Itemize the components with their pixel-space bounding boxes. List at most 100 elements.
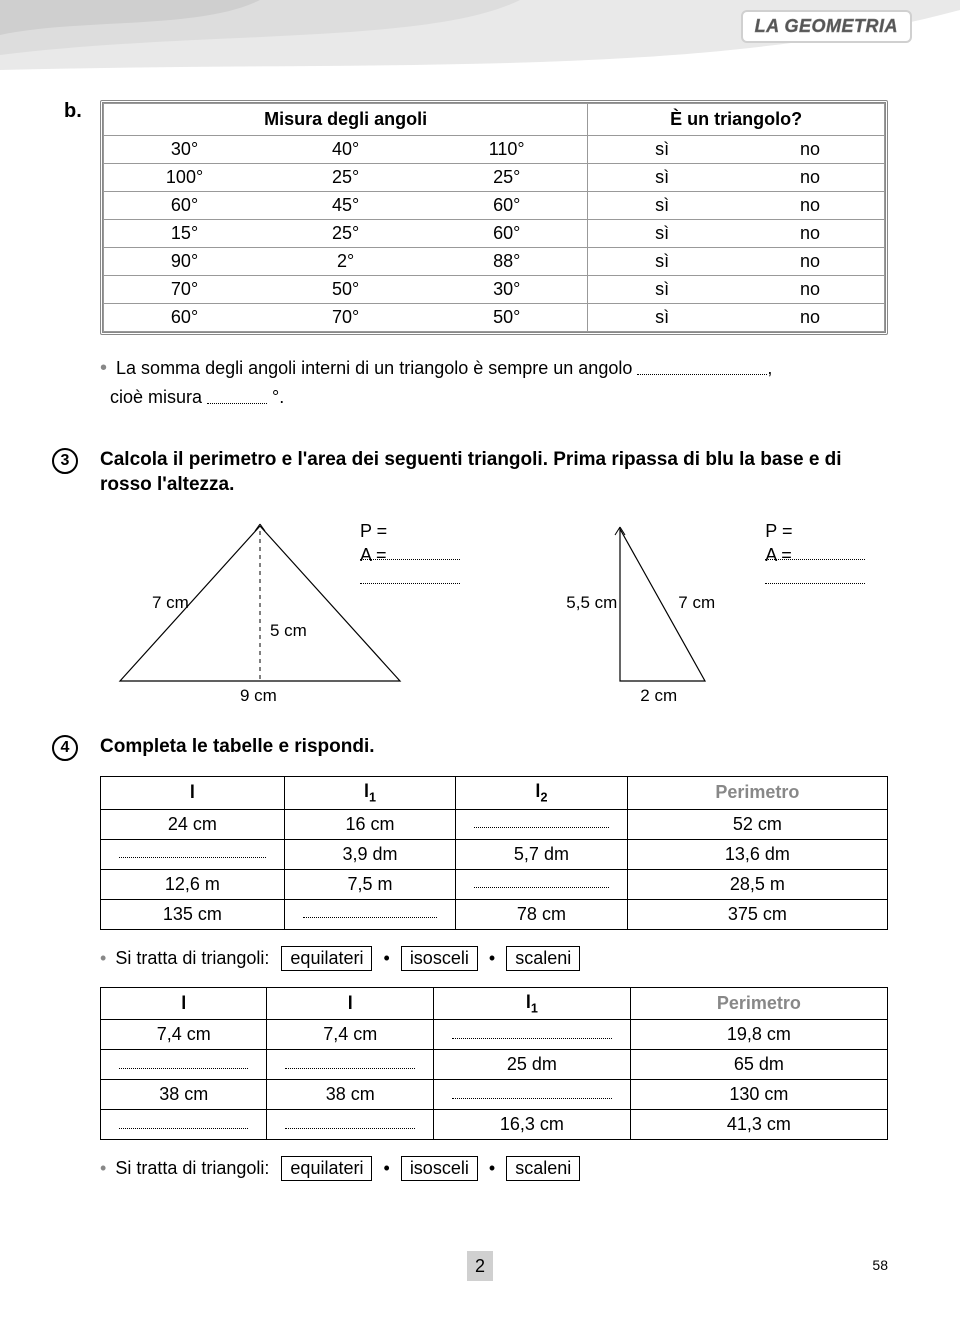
table-header: l1 <box>284 776 455 809</box>
b-sentence: • La somma degli angoli interni di un tr… <box>100 353 888 412</box>
table-cell[interactable] <box>267 1050 433 1080</box>
table-cell: 38 cm <box>101 1080 267 1110</box>
opt-isosceli-1[interactable]: isosceli <box>401 946 478 971</box>
option-si[interactable]: sì <box>588 223 736 244</box>
opt-scaleni-1[interactable]: scaleni <box>506 946 580 971</box>
blank-angle-type[interactable] <box>637 358 767 375</box>
angle-cell: 60° <box>426 223 587 244</box>
triangle-isoceles: 7 cm 5 cm 9 cm P = A = <box>100 521 420 701</box>
table-cell: 38 cm <box>267 1080 433 1110</box>
fig1-base: 9 cm <box>240 686 277 706</box>
table-cell[interactable] <box>456 869 627 899</box>
option-si[interactable]: sì <box>588 139 736 160</box>
table-header: l1 <box>433 987 630 1020</box>
page-number: 2 <box>467 1251 493 1281</box>
table-header: l <box>101 987 267 1020</box>
table-cell[interactable] <box>284 899 455 929</box>
option-no[interactable]: no <box>736 279 884 300</box>
opt-equilateri-1[interactable]: equilateri <box>281 946 372 971</box>
table-cell: 130 cm <box>630 1080 887 1110</box>
table-header: Perimetro <box>630 987 887 1020</box>
option-no[interactable]: no <box>736 139 884 160</box>
option-no[interactable]: no <box>736 223 884 244</box>
angle-cell: 25° <box>265 167 426 188</box>
table-cell: 25 dm <box>433 1050 630 1080</box>
tri-types-1: • Si tratta di triangoli: equilateri • i… <box>100 946 888 971</box>
fig2-hyp: 7 cm <box>678 593 715 613</box>
tri-types-2: • Si tratta di triangoli: equilateri • i… <box>100 1156 888 1181</box>
option-si[interactable]: sì <box>588 307 736 328</box>
table-cell: 135 cm <box>101 899 285 929</box>
angle-cell: 100° <box>104 167 265 188</box>
blank-a2[interactable] <box>765 567 865 584</box>
table-cell: 13,6 dm <box>627 839 887 869</box>
triangle-right: 5,5 cm 7 cm 2 cm P = A = <box>590 521 888 701</box>
table-cell[interactable] <box>101 1050 267 1080</box>
ex4-title: Completa le tabelle e rispondi. <box>100 735 888 760</box>
table-header: Perimetro <box>627 776 887 809</box>
th-measure: Misura degli angoli <box>104 104 588 136</box>
table-header: l <box>101 776 285 809</box>
option-no[interactable]: no <box>736 167 884 188</box>
topic-tab: LA GEOMETRIA <box>741 10 912 43</box>
table-cell[interactable] <box>101 839 285 869</box>
option-no[interactable]: no <box>736 195 884 216</box>
table-cell: 12,6 m <box>101 869 285 899</box>
option-si[interactable]: sì <box>588 279 736 300</box>
table-cell: 28,5 m <box>627 869 887 899</box>
angle-cell: 60° <box>104 195 265 216</box>
table-cell[interactable] <box>456 809 627 839</box>
table-cell: 19,8 cm <box>630 1020 887 1050</box>
angle-cell: 45° <box>265 195 426 216</box>
angle-cell: 50° <box>265 279 426 300</box>
angle-cell: 40° <box>265 139 426 160</box>
fig2-base: 2 cm <box>640 686 677 706</box>
table-cell: 16,3 cm <box>433 1110 630 1140</box>
table-header: l <box>267 987 433 1020</box>
table-cell: 52 cm <box>627 809 887 839</box>
side-number: 58 <box>872 1257 888 1273</box>
table-cell[interactable] <box>433 1080 630 1110</box>
fig1-height: 5 cm <box>270 621 307 641</box>
table-cell: 7,5 m <box>284 869 455 899</box>
angle-cell: 70° <box>265 307 426 328</box>
option-si[interactable]: sì <box>588 167 736 188</box>
angle-cell: 30° <box>104 139 265 160</box>
option-si[interactable]: sì <box>588 195 736 216</box>
angles-table: Misura degli angoli È un triangolo? 30°4… <box>103 103 885 332</box>
angle-cell: 60° <box>104 307 265 328</box>
angle-cell: 90° <box>104 251 265 272</box>
section-b: b. Misura degli angoli È un triangolo? 3… <box>100 100 888 412</box>
fig1-side: 7 cm <box>152 593 189 613</box>
opt-isosceli-2[interactable]: isosceli <box>401 1156 478 1181</box>
opt-equilateri-2[interactable]: equilateri <box>281 1156 372 1181</box>
table-cell[interactable] <box>267 1110 433 1140</box>
angle-cell: 50° <box>426 307 587 328</box>
table-cell: 7,4 cm <box>101 1020 267 1050</box>
fig2-height: 5,5 cm <box>566 593 617 613</box>
option-no[interactable]: no <box>736 307 884 328</box>
exercise-number-4: 4 <box>52 735 78 761</box>
blank-degrees[interactable] <box>207 387 267 404</box>
table-cell[interactable] <box>433 1020 630 1050</box>
angle-cell: 110° <box>426 139 587 160</box>
table-cell: 5,7 dm <box>456 839 627 869</box>
angle-cell: 25° <box>265 223 426 244</box>
angle-cell: 30° <box>426 279 587 300</box>
table-cell: 375 cm <box>627 899 887 929</box>
option-no[interactable]: no <box>736 251 884 272</box>
opt-scaleni-2[interactable]: scaleni <box>506 1156 580 1181</box>
exercise-number-3: 3 <box>52 448 78 474</box>
th-istriangle: È un triangolo? <box>588 104 885 136</box>
table-scaleno: ll1l2Perimetro24 cm16 cm52 cm3,9 dm5,7 d… <box>100 776 888 930</box>
table-cell[interactable] <box>101 1110 267 1140</box>
exercise-4: 4 Completa le tabelle e rispondi. ll1l2P… <box>100 735 888 1181</box>
table-header: l2 <box>456 776 627 809</box>
table-cell: 3,9 dm <box>284 839 455 869</box>
angle-cell: 60° <box>426 195 587 216</box>
b-label: b. <box>64 100 82 123</box>
footer: 2 58 <box>0 1251 960 1281</box>
option-si[interactable]: sì <box>588 251 736 272</box>
angle-cell: 70° <box>104 279 265 300</box>
ex3-title: Calcola il perimetro e l'area dei seguen… <box>100 448 888 497</box>
